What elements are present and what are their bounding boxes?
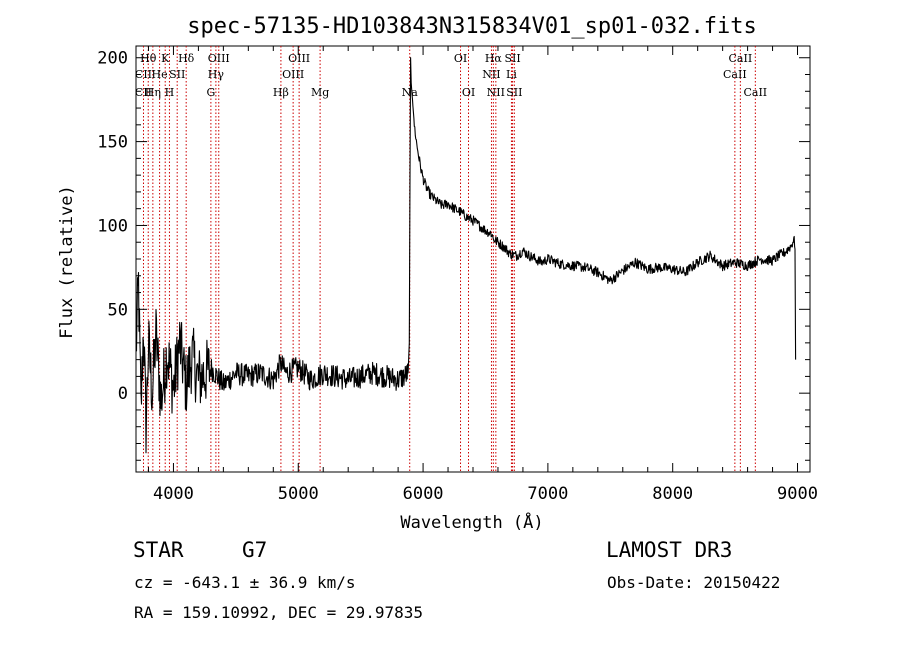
- line-label: OI: [454, 52, 467, 65]
- line-label: Hθ: [140, 52, 157, 65]
- x-tick-label: 5000: [278, 484, 319, 504]
- line-label: NII: [482, 68, 500, 81]
- line-label: SII: [506, 86, 522, 99]
- line-label: OIII: [282, 68, 304, 81]
- line-label: He: [152, 68, 168, 81]
- line-label: K: [161, 52, 170, 65]
- line-label: Hα: [485, 52, 503, 65]
- line-label: H: [165, 86, 175, 99]
- line-label: OIII: [208, 52, 230, 65]
- line-label: OIII: [288, 52, 310, 65]
- x-tick-label: 8000: [652, 484, 693, 504]
- line-label: Hβ: [273, 86, 289, 99]
- y-tick-label: 100: [97, 216, 128, 236]
- flux-series: [135, 57, 797, 454]
- y-axis-ticks: 0 50 100 150 200: [97, 49, 810, 461]
- coordinates: RA = 159.10992, DEC = 29.97835: [134, 603, 423, 622]
- y-tick-label: 0: [118, 384, 128, 404]
- object-class: STAR: [133, 538, 184, 562]
- object-subclass: G7: [242, 538, 268, 562]
- chart-title: spec-57135-HD103843N315834V01_sp01-032.f…: [187, 14, 757, 39]
- line-label: Hγ: [208, 68, 225, 81]
- line-label: SII: [504, 52, 520, 65]
- line-label: G: [206, 86, 215, 99]
- emission-line-markers: [142, 46, 756, 472]
- flux-line: [135, 57, 797, 454]
- x-tick-label: 6000: [403, 484, 444, 504]
- line-label: Li: [506, 68, 517, 81]
- x-tick-label: 4000: [153, 484, 194, 504]
- line-label: CII: [135, 86, 152, 99]
- line-label: NII: [487, 86, 505, 99]
- survey-name: LAMOST DR3: [606, 538, 733, 562]
- x-tick-label: 7000: [527, 484, 568, 504]
- line-label: Hδ: [178, 52, 195, 65]
- obs-date: Obs-Date: 20150422: [607, 573, 781, 592]
- x-tick-label: 9000: [777, 484, 818, 504]
- x-axis-label: Wavelength (Å): [400, 511, 543, 533]
- line-label: SII: [169, 68, 185, 81]
- line-label: CaII: [729, 52, 753, 65]
- line-label: Hη: [145, 86, 161, 99]
- x-axis-ticks: 4000 5000 6000 7000 8000 9000: [147, 46, 818, 504]
- line-label: CII: [135, 68, 152, 81]
- y-tick-label: 50: [108, 300, 128, 320]
- line-label: Mg: [311, 86, 329, 99]
- redshift-readout: cz = -643.1 ± 36.9 km/s: [134, 573, 356, 592]
- line-label: CaII: [743, 86, 767, 99]
- line-label: OI: [462, 86, 475, 99]
- y-tick-label: 150: [97, 133, 128, 153]
- line-label: CaII: [723, 68, 747, 81]
- y-axis-label: Flux (relative): [57, 185, 77, 339]
- y-tick-label: 200: [97, 49, 128, 69]
